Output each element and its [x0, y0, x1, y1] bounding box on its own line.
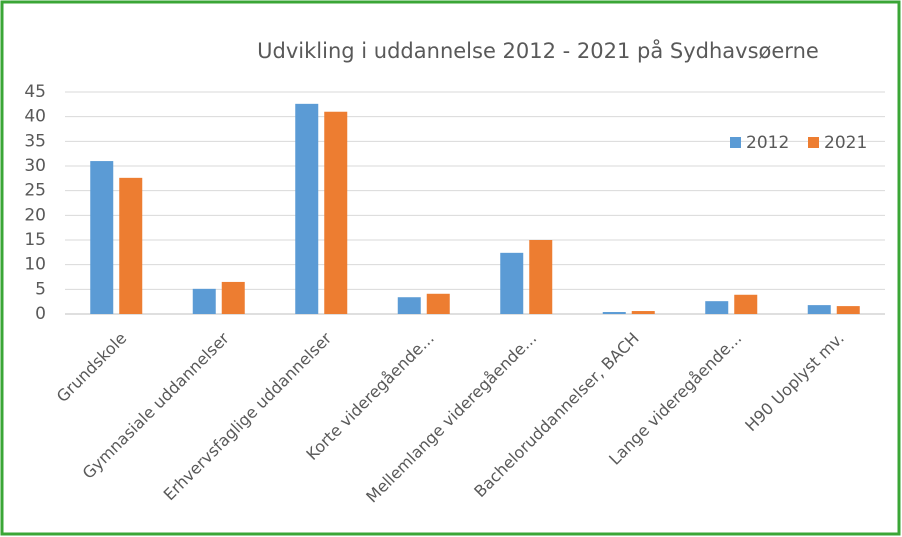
bar	[192, 288, 216, 314]
legend-swatch	[808, 137, 819, 148]
bar	[734, 294, 758, 314]
y-tick-label: 5	[35, 279, 46, 299]
chart-title: Udvikling i uddannelse 2012 - 2021 på Sy…	[257, 38, 819, 63]
bar	[529, 240, 553, 314]
y-tick-label: 0	[35, 304, 46, 324]
bar	[705, 301, 729, 314]
y-tick-label: 10	[24, 255, 46, 275]
legend-swatch	[730, 137, 741, 148]
bar	[295, 103, 319, 314]
y-tick-label: 45	[24, 82, 46, 102]
y-tick-label: 20	[24, 205, 46, 225]
bar	[631, 311, 655, 314]
bar	[426, 293, 450, 314]
y-tick-label: 35	[24, 131, 46, 151]
bar	[324, 111, 348, 314]
y-tick-label: 25	[24, 181, 46, 201]
bar	[221, 281, 245, 314]
bar	[500, 252, 524, 314]
bar	[602, 312, 626, 314]
bar	[836, 306, 860, 314]
bar	[807, 305, 831, 314]
y-tick-label: 15	[24, 230, 46, 250]
bar	[90, 161, 114, 314]
y-tick-label: 30	[24, 156, 46, 176]
bar	[119, 177, 143, 314]
y-tick-label: 40	[24, 107, 46, 127]
legend-label: 2012	[746, 133, 789, 153]
bar	[397, 297, 421, 314]
legend-label: 2021	[824, 133, 867, 153]
